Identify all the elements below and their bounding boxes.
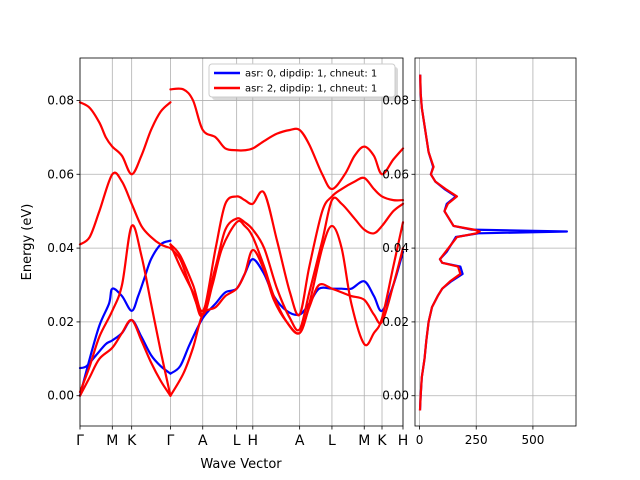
main-x-tick-label: L <box>328 433 336 449</box>
main-x-tick-label: Γ <box>167 433 175 449</box>
main-axes-frame <box>79 57 404 427</box>
band-line-series1 <box>78 101 172 176</box>
main-y-tick-label: 0.02 <box>47 315 74 329</box>
main-series-group <box>78 87 405 397</box>
main-y-tick-label: 0.04 <box>47 241 74 255</box>
legend-label-asr2: asr: 2, dipdip: 1, chneut: 1 <box>245 84 377 95</box>
band-line-series1 <box>169 87 405 191</box>
band-line-series1 <box>169 196 405 332</box>
legend-label-asr0: asr: 0, dipdip: 1, chneut: 1 <box>245 69 377 80</box>
main-y-axis-label: Energy (eV) <box>20 204 35 281</box>
main-x-tick-label: L <box>233 433 241 449</box>
main-x-tick-label: K <box>377 433 387 449</box>
dos-x-ticks: 0 250 500 <box>416 426 544 447</box>
main-y-tick-label: 0.00 <box>47 389 74 403</box>
main-x-tick-label: A <box>295 433 305 449</box>
band-line-series1 <box>78 318 172 397</box>
band-line-series1 <box>78 224 172 397</box>
main-y-tick-label: 0.08 <box>47 93 74 107</box>
dos-y-tick-label: 0.08 <box>382 93 409 107</box>
dos-y-tick-label: 0.00 <box>382 389 409 403</box>
band-line-series0 <box>78 239 172 397</box>
dos-x-tick-label: 500 <box>521 433 544 447</box>
main-y-tick-label: 0.06 <box>47 167 74 181</box>
band-line-series1 <box>169 176 405 318</box>
dos-x-tick-label: 0 <box>416 433 424 447</box>
dos-grid <box>415 58 576 426</box>
main-x-axis-label: Wave Vector <box>200 457 282 472</box>
main-x-tick-label: M <box>106 433 118 449</box>
main-x-tick-label: H <box>398 433 409 449</box>
main-x-tick-label: A <box>198 433 208 449</box>
dos-axes: 0.00 0.02 0.04 0.06 0.08 0 250 500 <box>382 57 577 447</box>
main-x-tick-label: M <box>358 433 370 449</box>
dos-y-tick-label: 0.06 <box>382 167 409 181</box>
dos-y-tick-label: 0.04 <box>382 241 409 255</box>
main-grid <box>79 58 404 426</box>
legend: asr: 0, dipdip: 1, chneut: 1 asr: 2, dip… <box>208 63 398 100</box>
dos-y-tick-label: 0.02 <box>382 315 409 329</box>
main-y-ticks: 0.00 0.02 0.04 0.06 0.08 <box>47 93 80 403</box>
band-line-series1 <box>169 219 405 347</box>
main-x-tick-label: K <box>127 433 137 449</box>
main-x-tick-label: H <box>248 433 259 449</box>
dos-line-series1 <box>418 74 481 411</box>
dos-y-ticks: 0.00 0.02 0.04 0.06 0.08 <box>382 93 415 403</box>
dos-axes-frame <box>414 57 577 427</box>
band-line-series1 <box>78 171 172 250</box>
dos-x-tick-label: 250 <box>465 433 488 447</box>
legend-box <box>208 63 396 98</box>
main-x-tick-label: Γ <box>76 433 84 449</box>
dos-series-group <box>418 74 569 411</box>
